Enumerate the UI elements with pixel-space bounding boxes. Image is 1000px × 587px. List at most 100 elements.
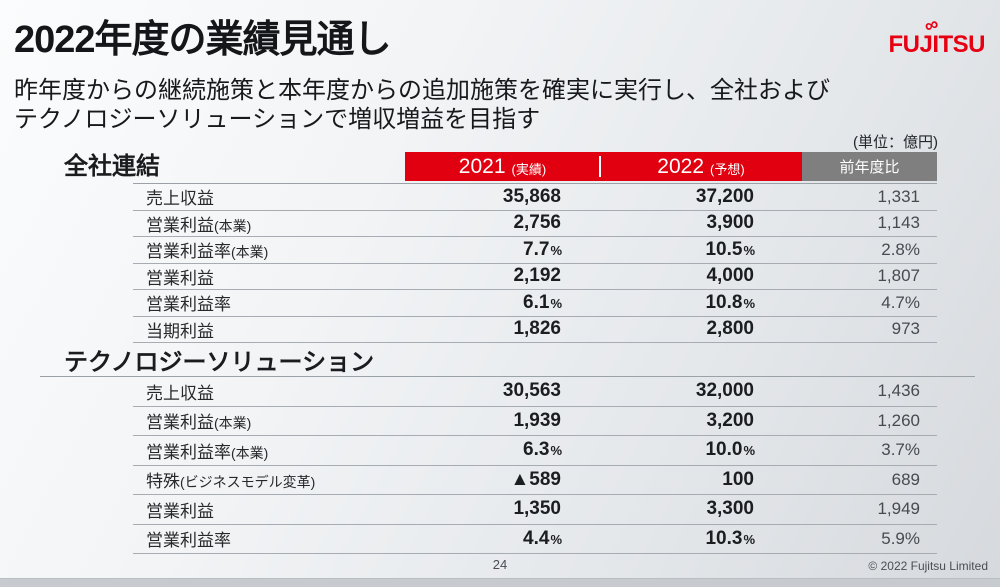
row-label: 当期利益 [133, 317, 405, 342]
value-2022: 10.3 [705, 527, 743, 549]
value-2022-percent-sign [754, 502, 755, 517]
row-label: 営業利益(本業) [133, 211, 405, 236]
row-label: 特殊(ビジネスモデル変革) [133, 467, 405, 492]
section-heading-consolidated: 全社連結 [64, 153, 160, 180]
year-2021-note: (実績) [511, 161, 547, 177]
value-2022: 4,000 [706, 265, 754, 287]
cell-value-2022: 3,200 [600, 410, 802, 432]
table-row: 営業利益率(本業) 7.7% 10.5% 2.8% [133, 237, 937, 264]
cell-value-2021: 4.4% [405, 528, 600, 550]
table-row: 営業利益 1,350 3,300 1,949 [133, 495, 937, 525]
row-label-note: (本業) [214, 217, 252, 234]
cell-value-yoy: 689 [802, 470, 937, 490]
slide-subtitle: 昨年度からの継続施策と本年度からの追加施策を確実に実行し、全社および テクノロジ… [14, 76, 830, 134]
value-2022-percent-sign [754, 414, 755, 429]
cell-value-yoy: 1,436 [802, 381, 937, 401]
table-row: 営業利益(本業) 1,939 3,200 1,260 [133, 407, 937, 436]
cell-value-2022: 10.0% [600, 439, 802, 461]
cell-value-2022: 3,300 [600, 498, 802, 520]
value-yoy: 1,143 [877, 213, 920, 233]
row-label-text: 売上収益 [146, 383, 214, 403]
value-2022: 32,000 [695, 380, 754, 402]
row-label: 営業利益率 [133, 526, 405, 551]
column-header-2021: 2021 (実績) [405, 152, 600, 181]
cell-value-2021: 1,826 [405, 318, 600, 340]
subtitle-line-2: テクノロジーソリューションで増収増益を目指す [14, 106, 541, 133]
cell-value-yoy: 1,807 [802, 266, 937, 286]
value-2022-percent-sign: % [743, 295, 755, 311]
value-2021-percent-sign [561, 414, 562, 429]
value-2021-percent-sign [561, 216, 562, 231]
value-2022-percent-sign [754, 216, 755, 231]
value-2021: 4.4 [523, 527, 550, 549]
row-label-text: 営業利益率 [146, 531, 231, 551]
value-2021-percent-sign [561, 322, 562, 337]
value-2021: 6.3 [523, 439, 550, 461]
value-2022: 10.8 [705, 291, 743, 313]
row-label-note: (ビジネスモデル変革) [180, 474, 316, 491]
cell-value-2021: 30,563 [405, 380, 600, 402]
value-2021: 6.1 [523, 291, 550, 313]
table-row: 当期利益 1,826 2,800 973 [133, 317, 937, 343]
year-2022-label: 2022 [657, 154, 705, 178]
value-2021-percent-sign [561, 384, 562, 399]
footer-bar [0, 578, 1000, 587]
value-yoy: 1,331 [877, 186, 920, 206]
fujitsu-logo: ∞ FUJITSU [888, 13, 985, 59]
cell-value-2021: 2,756 [405, 212, 600, 234]
table-consolidated: 売上収益 35,868 37,200 1,331 営業利益(本業) 2,756 … [133, 183, 937, 343]
cell-value-yoy: 1,260 [802, 411, 937, 431]
cell-value-yoy: 2.8% [802, 240, 937, 260]
unit-note: (単位：億円) [853, 134, 938, 151]
row-label-text: 営業利益率 [146, 242, 231, 262]
fujitsu-logo-text: FUJITSU [888, 31, 985, 58]
copyright-notice: © 2022 Fujitsu Limited [868, 559, 988, 573]
value-2021-percent-sign: % [550, 295, 562, 311]
value-2021-percent-sign [561, 502, 562, 517]
table-row: 売上収益 35,868 37,200 1,331 [133, 184, 937, 211]
cell-value-2022: 32,000 [600, 380, 802, 402]
value-2021: 2,756 [513, 212, 561, 234]
table-row: 売上収益 30,563 32,000 1,436 [133, 377, 937, 407]
row-label-text: 営業利益率 [146, 295, 231, 315]
column-header-years: 2021 (実績) 2022 (予想) [405, 152, 802, 181]
value-2021: 1,826 [513, 318, 561, 340]
cell-value-yoy: 973 [802, 319, 937, 339]
value-2021-percent-sign: % [550, 443, 562, 459]
subtitle-line-1: 昨年度からの継続施策と本年度からの追加施策を確実に実行し、全社および [14, 77, 830, 104]
value-yoy: 973 [891, 319, 920, 339]
value-2022-percent-sign: % [743, 242, 755, 258]
value-2022-percent-sign [754, 384, 755, 399]
value-yoy: 1,949 [877, 499, 920, 519]
row-label-text: 特殊 [146, 472, 180, 492]
row-label: 営業利益率(本業) [133, 438, 405, 463]
page-title: 2022年度の業績見通し [14, 19, 392, 61]
value-2021: 1,939 [513, 409, 561, 431]
table-row: 営業利益率(本業) 6.3% 10.0% 3.7% [133, 436, 937, 466]
value-2021: ▲589 [510, 468, 561, 490]
value-2022-percent-sign [754, 473, 755, 488]
column-header-yoy: 前年度比 [802, 152, 937, 181]
cell-value-yoy: 1,949 [802, 499, 937, 519]
value-2021: 7.7 [523, 238, 550, 260]
value-2021: 35,868 [502, 185, 561, 207]
column-header-2022: 2022 (予想) [600, 152, 802, 181]
value-2022: 10.5 [705, 238, 743, 260]
value-yoy: 2.8% [881, 239, 920, 259]
table-row: 営業利益率 4.4% 10.3% 5.9% [133, 525, 937, 554]
value-2021-percent-sign: % [550, 242, 562, 258]
cell-value-2022: 2,800 [600, 318, 802, 340]
value-2021: 1,350 [513, 498, 561, 520]
cell-value-2021: 7.7% [405, 239, 600, 261]
cell-value-2021: 1,350 [405, 498, 600, 520]
table-technology-solutions: 売上収益 30,563 32,000 1,436 営業利益(本業) 1,939 … [133, 377, 937, 554]
row-label-note: (本業) [214, 415, 252, 432]
page-number: 24 [492, 557, 508, 572]
value-yoy: 1,436 [877, 381, 920, 401]
row-label: 営業利益(本業) [133, 408, 405, 433]
row-label-text: 当期利益 [146, 321, 214, 341]
cell-value-2021: ▲589 [405, 469, 600, 491]
row-label: 営業利益率(本業) [133, 237, 405, 262]
value-yoy: 5.9% [881, 528, 920, 548]
row-label-text: 営業利益 [146, 268, 214, 288]
